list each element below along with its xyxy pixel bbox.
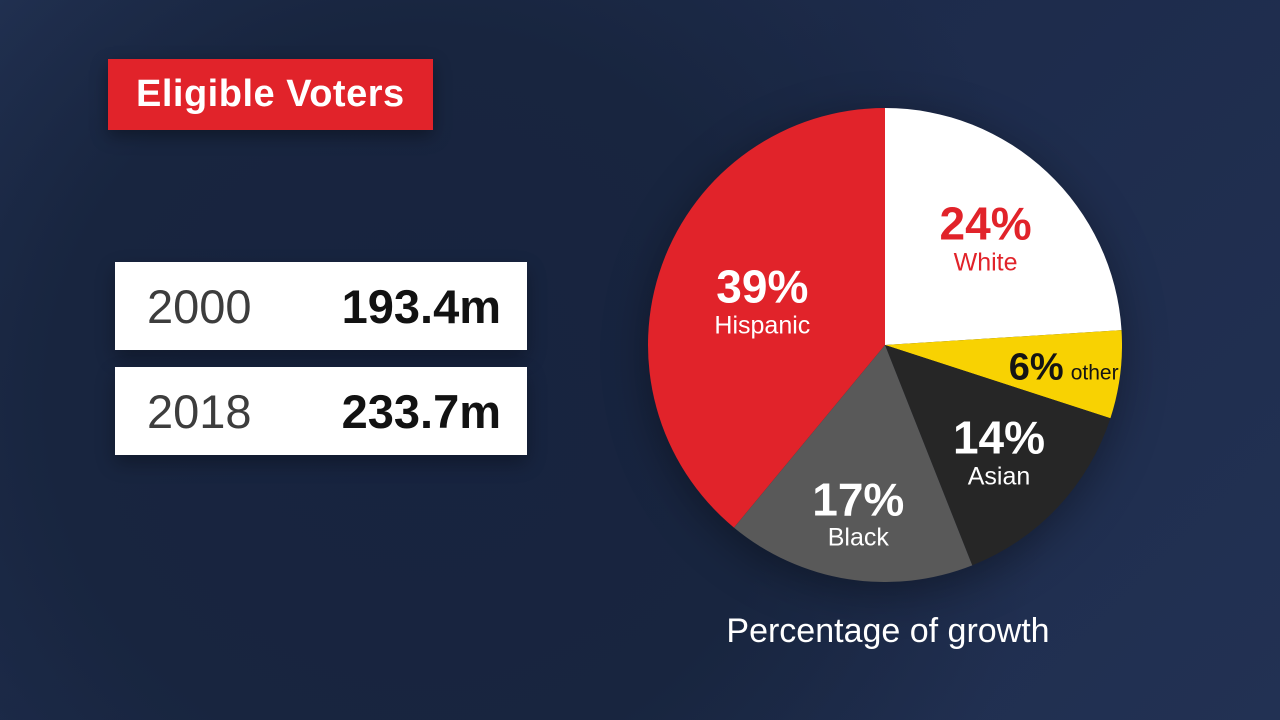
pie-label-name: Asian [967, 462, 1031, 491]
stat-bar-2018: 2018 233.7m [115, 367, 527, 455]
pie-label-name: Hispanic [714, 311, 811, 340]
pie-slice-other [885, 330, 1122, 419]
chart-caption: Percentage of growth [726, 612, 1050, 650]
pie-label-name: Black [827, 523, 889, 552]
pie-svg [648, 108, 1122, 582]
pie-label-percent: 17% [812, 472, 905, 525]
stat-value: 193.4m [341, 279, 501, 333]
stat-bar-2000: 2000 193.4m [115, 262, 527, 350]
stat-year: 2018 [147, 384, 252, 438]
pie-slice-white [885, 108, 1122, 345]
pie-label-other: 6% other [1009, 348, 1119, 387]
title-banner: Eligible Voters [108, 59, 433, 130]
pie-slice-hispanic [648, 108, 885, 528]
stat-value: 233.7m [341, 384, 501, 438]
pie-label-white: 24% White [940, 200, 1032, 275]
pie-label-name: other [1070, 361, 1119, 385]
pie-chart: 24% White 6% other 14% Asian 17% Black 39% Hispan… [648, 108, 1122, 582]
pie-label-asian: 14% Asian [953, 414, 1045, 489]
pie-slice-black [733, 345, 973, 582]
pie-label-percent: 6% [1008, 346, 1064, 389]
pie-label-name: White [953, 248, 1018, 277]
stat-year: 2000 [147, 279, 252, 333]
pie-label-percent: 24% [939, 197, 1032, 250]
pie-label-percent: 39% [716, 260, 809, 313]
pie-slice-asian [885, 345, 1111, 566]
pie-label-hispanic: 39% Hispanic [714, 263, 810, 338]
page-title: Eligible Voters [136, 73, 405, 115]
pie-label-black: 17% Black [812, 472, 905, 552]
pie-label-percent: 14% [952, 411, 1046, 464]
